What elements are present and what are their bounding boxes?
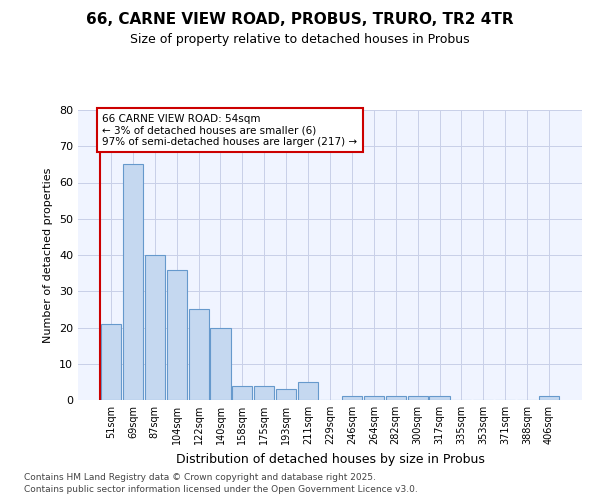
Bar (276, 389, 296, 400)
Text: 66, CARNE VIEW ROAD, PROBUS, TRURO, TR2 4TR: 66, CARNE VIEW ROAD, PROBUS, TRURO, TR2 … (86, 12, 514, 28)
Text: Size of property relative to detached houses in Probus: Size of property relative to detached ho… (130, 32, 470, 46)
Text: Contains public sector information licensed under the Open Government Licence v3: Contains public sector information licen… (24, 485, 418, 494)
Bar (254, 386, 274, 400)
Bar (386, 396, 406, 400)
Bar (123, 164, 143, 400)
Bar (167, 270, 187, 400)
Text: 66 CARNE VIEW ROAD: 54sqm
← 3% of detached houses are smaller (6)
97% of semi-de: 66 CARNE VIEW ROAD: 54sqm ← 3% of detach… (102, 114, 358, 147)
Bar (211, 328, 230, 400)
Bar (101, 324, 121, 400)
Bar (145, 255, 165, 400)
X-axis label: Distribution of detached houses by size in Probus: Distribution of detached houses by size … (176, 452, 484, 466)
Bar (539, 396, 559, 400)
Bar (364, 396, 384, 400)
Bar (188, 310, 209, 400)
Bar (430, 396, 449, 400)
Bar (298, 382, 318, 400)
Y-axis label: Number of detached properties: Number of detached properties (43, 168, 53, 342)
Bar (232, 386, 253, 400)
Bar (342, 396, 362, 400)
Bar (407, 396, 428, 400)
Text: Contains HM Land Registry data © Crown copyright and database right 2025.: Contains HM Land Registry data © Crown c… (24, 472, 376, 482)
